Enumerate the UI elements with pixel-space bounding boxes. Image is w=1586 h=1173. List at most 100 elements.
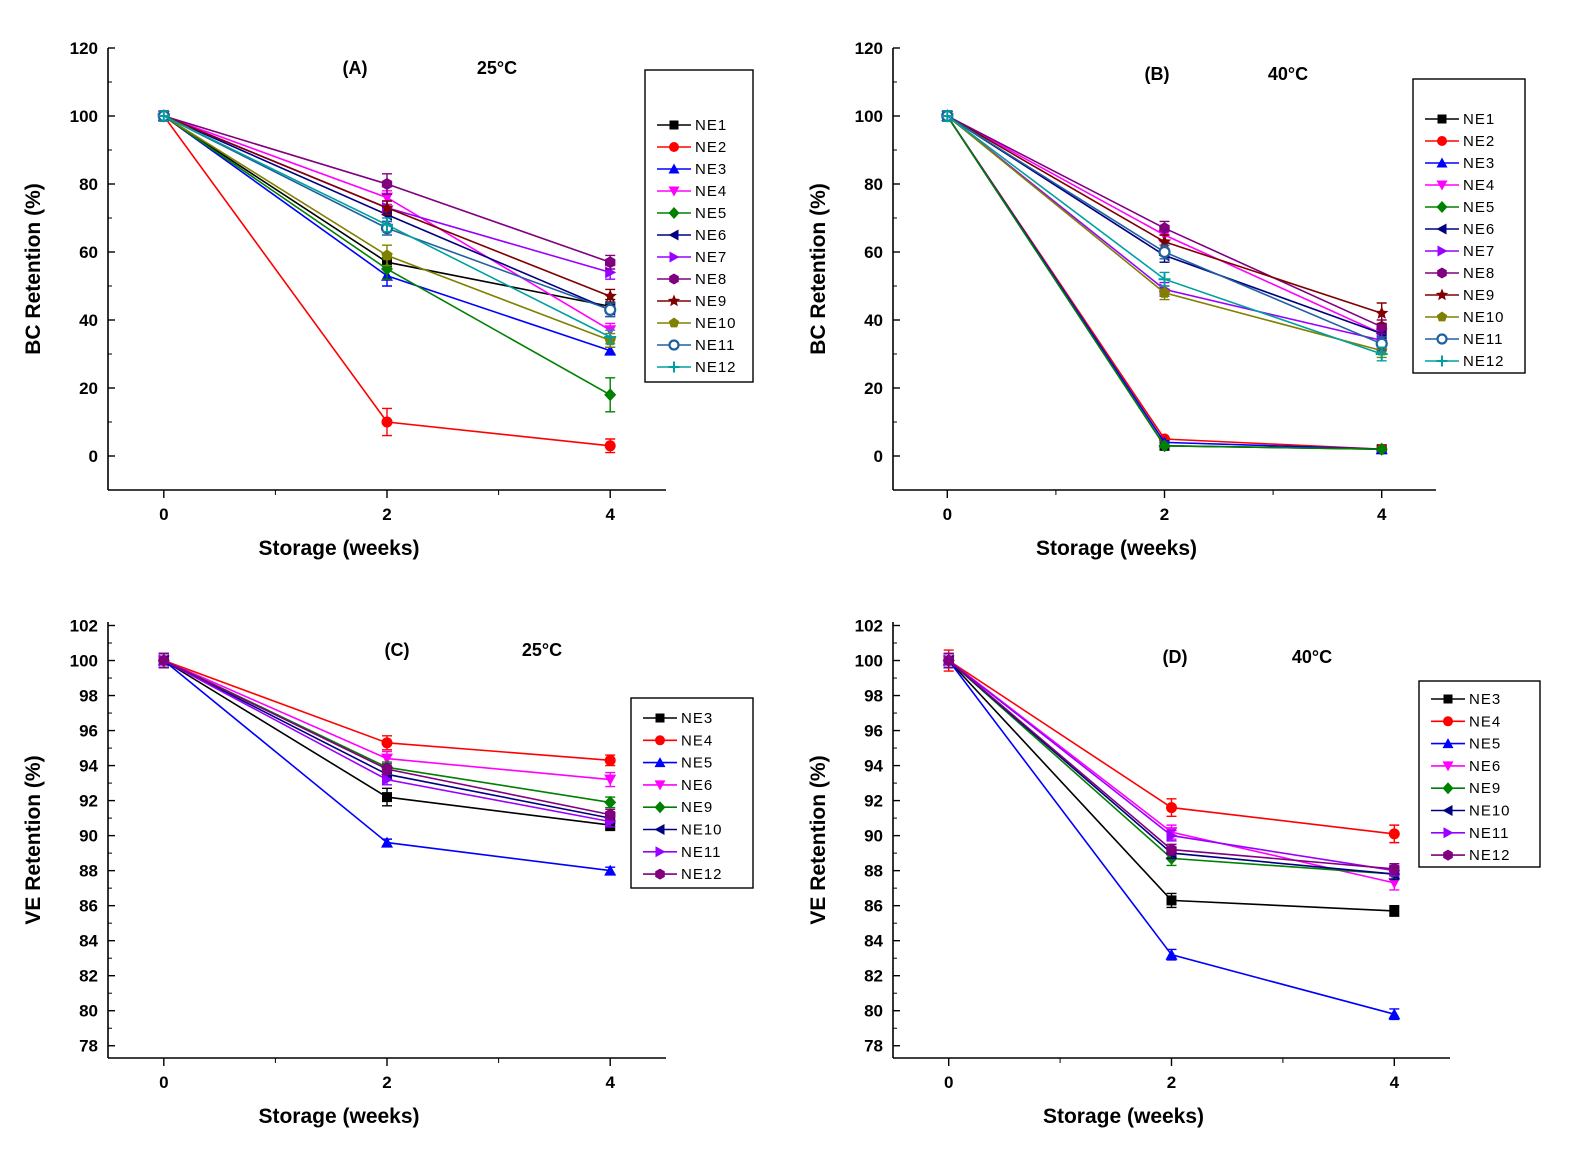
temperature-label: 40°C [1292, 647, 1332, 667]
data-point [604, 303, 617, 316]
y-tick-label: 82 [864, 967, 883, 986]
temperature-label: 25°C [522, 640, 562, 660]
data-point [605, 256, 616, 269]
y-tick-label: 0 [89, 447, 98, 466]
legend-marker [1442, 738, 1454, 749]
panel-label: (C) [385, 640, 410, 660]
legend-item-ne10: NE10 [657, 315, 736, 332]
legend-marker [654, 801, 666, 814]
data-point [380, 200, 394, 214]
legend-marker [1443, 849, 1453, 861]
legend-item-ne1: NE1 [657, 117, 726, 134]
data-point [381, 192, 393, 204]
legend-label: NE10 [1463, 309, 1505, 326]
data-point [382, 792, 392, 803]
panel-label: (D) [1163, 647, 1188, 667]
y-tick-label: 86 [79, 897, 98, 916]
legend-item-ne4: NE4 [657, 183, 727, 200]
y-axis-label: VE Retention (%) [22, 755, 45, 924]
y-tick-label: 88 [864, 862, 883, 881]
legend-marker [655, 868, 665, 880]
data-point [1158, 439, 1171, 453]
legend-item-ne1: NE1 [1425, 111, 1495, 128]
y-tick-label: 60 [79, 243, 98, 262]
chart-panel-c: 78 80 82 84 86 88 90 92 94 96 98 100 102 0 2 4 Storage (… [22, 617, 754, 1128]
legend-item-ne3: NE3 [657, 161, 726, 178]
legend-marker [654, 780, 666, 791]
series-ne3 [943, 652, 1400, 917]
data-point [941, 110, 954, 122]
legend-marker [1436, 333, 1448, 345]
legend-item-ne9: NE9 [657, 293, 727, 310]
legend-item-ne5: NE5 [1425, 199, 1495, 216]
legend: NE1 NE2 NE3 NE4 NE5 NE6 NE7 NE8 NE9 NE10 NE11 NE12 [644, 69, 754, 383]
series-ne12 [943, 652, 1400, 875]
legend-label: NE11 [1463, 331, 1503, 348]
legend-label: NE2 [1463, 133, 1495, 150]
legend-item-ne10: NE10 [643, 822, 722, 839]
legend-item-ne12: NE12 [643, 866, 722, 883]
x-tick-label: 4 [1377, 505, 1387, 524]
data-point [381, 178, 393, 190]
data-point [604, 388, 617, 402]
legend-label: NE9 [695, 293, 727, 310]
chart-panel-b: 0 20 40 60 80 100 120 0 2 4 Storage (weeks) BC Rete… [807, 39, 1526, 560]
temperature-label: 25°C [477, 58, 517, 78]
series-ne4 [943, 649, 1400, 844]
legend-item-ne4: NE4 [1425, 177, 1494, 194]
y-tick-label: 80 [864, 1002, 883, 1021]
series-ne2 [158, 110, 616, 454]
data-point [1158, 245, 1171, 259]
y-tick-label: 102 [855, 617, 883, 636]
legend-marker [1436, 180, 1448, 191]
data-point [604, 440, 616, 452]
y-tick-label: 92 [864, 792, 883, 811]
y-tick-label: 98 [79, 687, 98, 706]
legend-marker [1442, 761, 1454, 772]
legend-item-ne3: NE3 [1425, 155, 1494, 172]
legend-item-ne6: NE6 [657, 227, 726, 244]
legend-marker [655, 713, 665, 723]
y-tick-label: 94 [79, 757, 98, 776]
legend-marker [1437, 114, 1447, 124]
x-tick-label: 4 [605, 1073, 615, 1092]
legend-item-ne11: NE11 [657, 337, 734, 354]
legend-marker [668, 317, 680, 328]
legend-item-ne5: NE5 [657, 205, 726, 222]
x-tick-label: 0 [159, 1073, 168, 1092]
legend-label: NE5 [681, 755, 713, 772]
legend-label: NE12 [1463, 353, 1505, 370]
x-tick-label: 2 [382, 505, 391, 524]
y-axis-label: VE Retention (%) [807, 755, 830, 924]
series-ne12 [941, 110, 1388, 362]
y-tick-label: 80 [79, 1002, 98, 1021]
y-tick-label: 20 [79, 379, 98, 398]
data-point [1389, 862, 1400, 875]
legend-label: NE12 [695, 359, 737, 376]
y-tick-label: 100 [855, 652, 883, 671]
legend-marker [1442, 805, 1453, 816]
y-tick-label: 100 [70, 107, 98, 126]
data-point [1166, 895, 1177, 906]
legend-label: NE1 [1463, 111, 1495, 128]
y-tick-label: 20 [864, 379, 883, 398]
y-tick-label: 82 [79, 967, 98, 986]
y-tick-label: 78 [79, 1037, 98, 1056]
legend-marker [1436, 157, 1448, 168]
series-line [948, 659, 1395, 912]
legend-label: NE4 [695, 183, 727, 200]
legend-item-ne11: NE11 [1425, 331, 1503, 348]
legend-label: NE5 [1463, 199, 1495, 216]
data-point [1389, 905, 1400, 916]
x-axis-label: Storage (weeks) [1043, 1105, 1204, 1128]
y-tick-label: 78 [864, 1037, 883, 1056]
legend-marker [668, 163, 680, 174]
y-tick-label: 120 [855, 39, 883, 58]
data-point [1158, 273, 1171, 286]
data-point [1165, 948, 1178, 960]
y-tick-label: 90 [864, 827, 883, 846]
legend-label: NE4 [1469, 713, 1501, 730]
y-tick-label: 120 [70, 39, 98, 58]
legend-marker [1435, 288, 1449, 301]
